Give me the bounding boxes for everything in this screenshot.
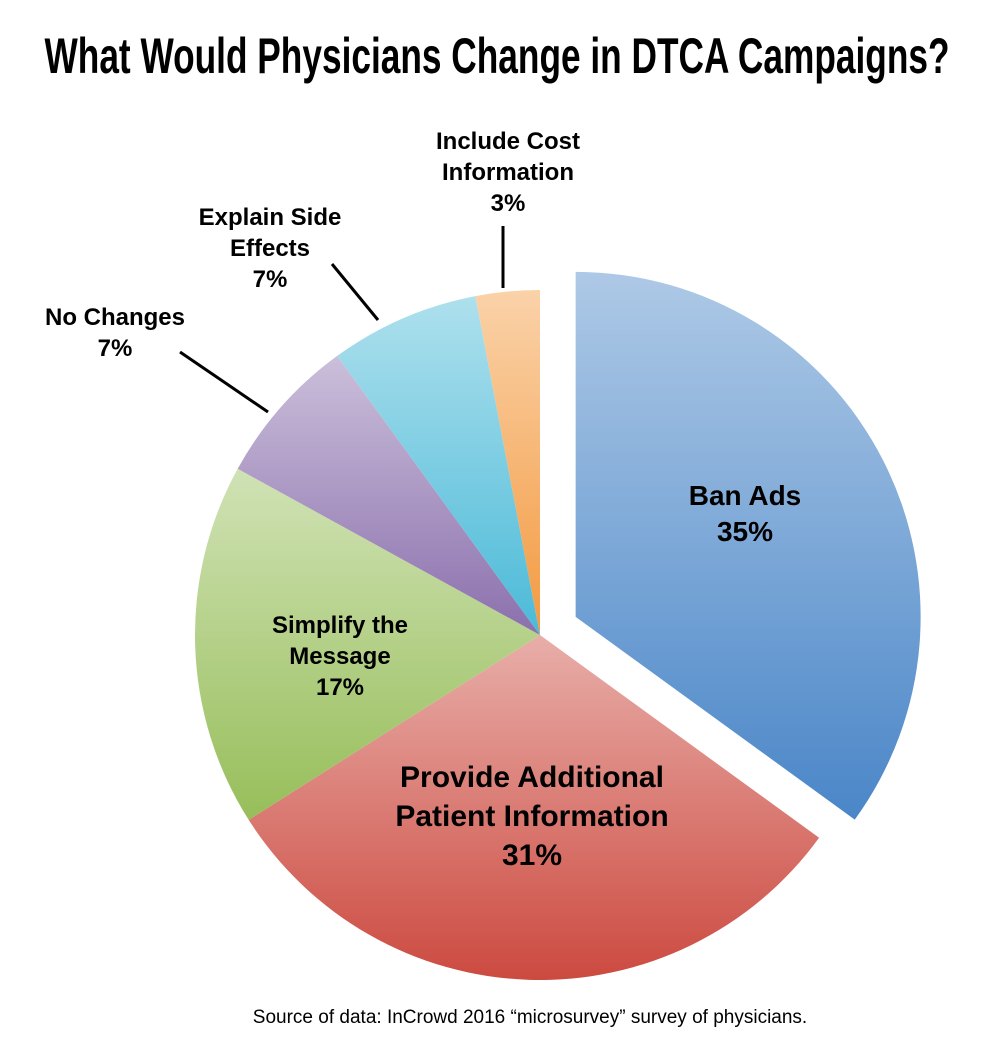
- slice-label: Ban Ads 35%: [645, 478, 845, 551]
- category-label: Simplify the Message: [271, 612, 409, 671]
- slice-label: No Changes 7%: [15, 302, 215, 364]
- value-label: 17%: [315, 674, 365, 702]
- leader-line: [330, 263, 380, 321]
- pie-slice: [248, 635, 820, 980]
- pie-slice: [475, 290, 540, 635]
- leader-lines: [179, 226, 505, 414]
- slice-label: Explain Side Effects 7%: [175, 202, 365, 296]
- slice-label: Simplify the Message 17%: [250, 610, 430, 704]
- value-label: 7%: [97, 335, 133, 363]
- chart-title: What Would Physicians Change in DTCA Cam…: [45, 28, 950, 84]
- pie-slice: [575, 271, 921, 820]
- value-label: 31%: [501, 839, 563, 872]
- pie-slice: [195, 468, 541, 820]
- leader-line: [179, 350, 269, 414]
- value-label: 3%: [490, 190, 526, 218]
- slice-label: Include Cost Information 3%: [408, 126, 608, 220]
- category-label: Include Cost Information: [435, 128, 580, 187]
- value-label: 7%: [252, 266, 288, 294]
- value-label: 35%: [716, 516, 774, 548]
- category-label: Explain Side Effects: [198, 204, 342, 263]
- category-label: Provide Additional Patient Information: [395, 761, 669, 833]
- category-label: No Changes: [44, 304, 185, 331]
- category-label: Ban Ads: [688, 480, 802, 511]
- pie-slice: [337, 296, 540, 635]
- pie-slice: [237, 355, 540, 635]
- slice-label: Provide Additional Patient Information 31…: [362, 758, 702, 875]
- source-note: Source of data: InCrowd 2016 “microsurve…: [253, 1007, 807, 1028]
